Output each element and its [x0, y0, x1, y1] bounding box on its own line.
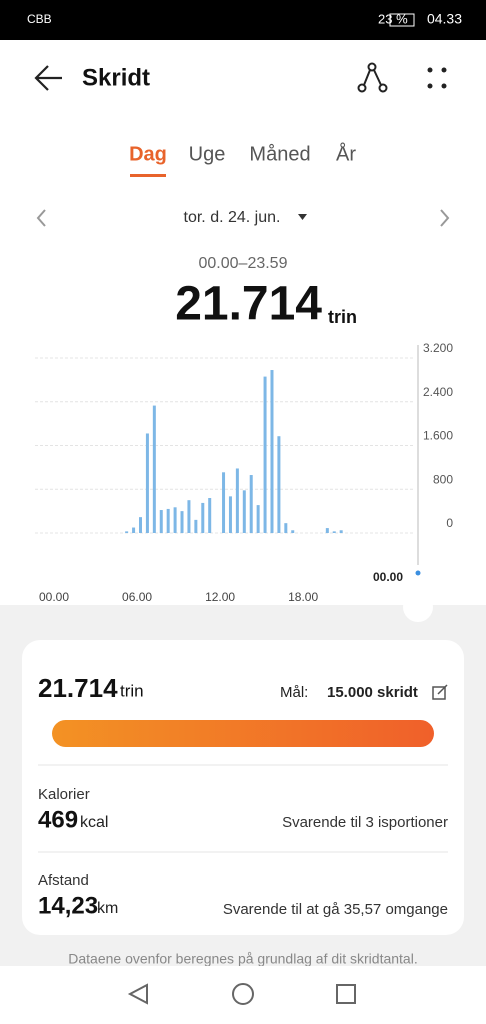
distance-note: Svarende til at gå 35,57 omgange — [223, 901, 448, 918]
bar — [208, 498, 212, 533]
calories-value: 469 — [38, 806, 78, 833]
dropdown-arrow — [298, 214, 307, 220]
bar — [291, 530, 295, 533]
x-tick-label: 12.00 — [205, 590, 235, 604]
chart: 3.200 2.400 1.600 800 0 00.00 06.00 12.00 18.00 0… — [35, 341, 453, 604]
progress-bar — [52, 720, 434, 747]
page-title: Skridt — [82, 64, 150, 91]
steps-unit: trin — [120, 681, 144, 700]
time-range: 00.00–23.59 — [199, 255, 288, 272]
prev-day[interactable] — [36, 209, 46, 227]
battery-icon — [389, 13, 415, 27]
y-tick-label: 2.400 — [423, 385, 453, 399]
bar — [125, 531, 129, 533]
distance-value: 14,23 — [38, 892, 98, 919]
bar — [228, 496, 232, 533]
bar — [249, 475, 253, 533]
share-button[interactable] — [357, 62, 388, 93]
y-tick-label: 0 — [446, 516, 453, 530]
total-steps: 21.714 — [175, 278, 322, 331]
bar — [222, 472, 226, 533]
bar — [173, 507, 177, 533]
bar — [159, 510, 163, 533]
y-tick-label: 3.200 — [423, 341, 453, 355]
bar — [187, 500, 191, 533]
bar — [235, 468, 239, 533]
edit-goal[interactable] — [432, 684, 448, 700]
bar — [263, 376, 267, 533]
bar — [277, 436, 281, 533]
total-unit: trin — [328, 307, 357, 327]
status-bar — [0, 0, 486, 40]
calories-unit: kcal — [80, 814, 108, 831]
nav-recents[interactable] — [336, 984, 356, 1004]
bar — [194, 519, 198, 533]
carrier: CBB — [27, 12, 52, 26]
x-tick-label: 00.00 — [39, 590, 69, 604]
tab-indicator — [130, 174, 166, 177]
distance-unit: km — [97, 900, 118, 917]
bar — [180, 511, 184, 533]
bar — [201, 502, 205, 533]
y-tick-label: 800 — [433, 472, 453, 486]
bar — [152, 405, 156, 533]
bar — [256, 505, 260, 533]
date-picker[interactable]: tor. d. 24. jun. — [184, 209, 281, 226]
back-button[interactable] — [34, 65, 62, 91]
steps-value: 21.714 — [38, 673, 118, 703]
x-tick-label: 18.00 — [288, 590, 318, 604]
distance-label: Afstand — [38, 872, 89, 889]
bar — [132, 527, 136, 533]
bar — [284, 523, 288, 533]
nav-back[interactable] — [127, 983, 148, 1005]
tab[interactable]: År — [336, 142, 356, 165]
tab[interactable]: Måned — [249, 143, 310, 165]
nav-home[interactable] — [232, 983, 254, 1005]
tab[interactable]: Dag — [129, 143, 167, 165]
goal-label: Mål: — [280, 684, 308, 701]
y-tick-label: 1.600 — [423, 429, 453, 443]
clock: 04.33 — [427, 11, 462, 27]
tab[interactable]: Uge — [189, 143, 226, 165]
bar — [339, 530, 343, 533]
next-day[interactable] — [440, 209, 450, 227]
calories-label: Kalorier — [38, 786, 90, 803]
time-marker-label: 00.00 — [373, 570, 403, 584]
menu-button[interactable] — [427, 67, 447, 89]
footer-note: Dataene ovenfor beregnes på grundlag af … — [68, 951, 417, 967]
bar — [242, 490, 246, 533]
x-tick-label: 06.00 — [122, 590, 152, 604]
nav-bar — [0, 966, 486, 1024]
bar — [145, 433, 149, 533]
marker-handle — [403, 592, 433, 622]
calories-note: Svarende til 3 isportioner — [282, 814, 448, 831]
bar — [139, 517, 142, 533]
bar — [325, 528, 329, 533]
bar — [332, 531, 336, 533]
goal-value: 15.000 skridt — [327, 684, 418, 701]
battery: 23 % — [378, 11, 408, 26]
bar — [166, 508, 170, 533]
time-marker-dot — [415, 570, 421, 576]
summary-card — [22, 640, 464, 935]
bar — [270, 370, 274, 533]
